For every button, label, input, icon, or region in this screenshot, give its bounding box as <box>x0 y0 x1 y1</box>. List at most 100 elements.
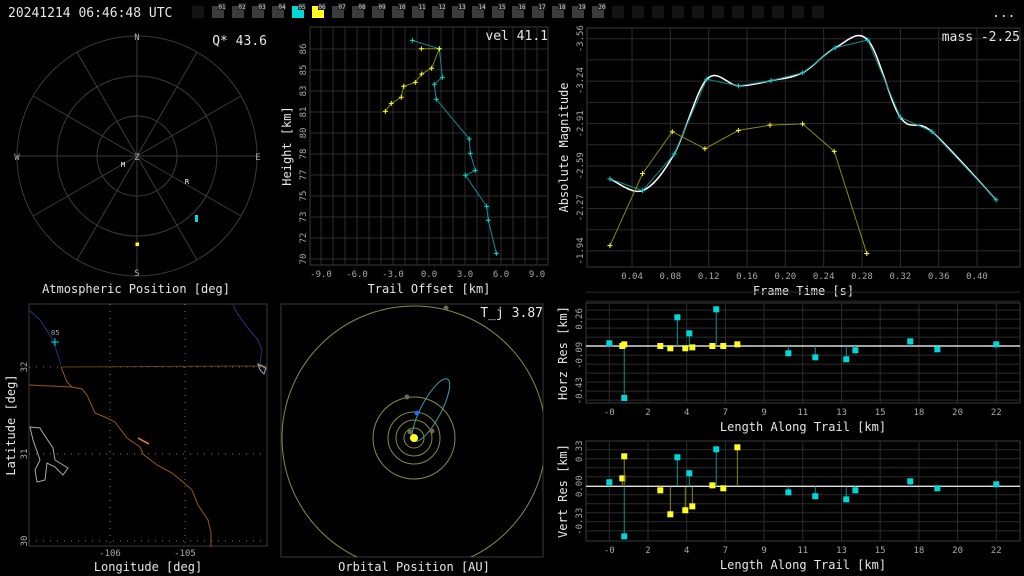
station-toggle-empty[interactable] <box>672 6 684 18</box>
station-label-bg <box>598 3 606 10</box>
yellow-data-point <box>418 46 424 52</box>
lon-tick: -105 <box>174 549 196 559</box>
polar-spoke <box>76 51 138 157</box>
lat-tick: 32 <box>20 362 30 373</box>
y-tick-label: -0.33 <box>575 508 585 535</box>
yellow-data-point <box>401 83 407 89</box>
x-tick-label: 2 <box>645 546 650 556</box>
station-toggle-empty[interactable] <box>652 6 664 18</box>
q-star-readout: Q* 43.6 <box>212 34 267 49</box>
sun <box>410 434 418 442</box>
y-tick-label: 81 <box>299 107 309 118</box>
cyan-data-point <box>735 83 741 89</box>
station-label-bg <box>298 3 306 10</box>
cyan-data-point <box>865 37 871 43</box>
yellow-residual-point <box>682 345 689 352</box>
yellow-data-point <box>831 148 837 154</box>
cyan-data-point <box>832 45 838 51</box>
y-tick-label: 78 <box>299 149 309 160</box>
polar-spoke <box>136 155 198 261</box>
x-tick-label: 0.28 <box>851 272 873 282</box>
yellow-residual-point <box>734 444 741 451</box>
station-toggle-empty[interactable] <box>712 6 724 18</box>
y-tick-label: 70 <box>299 254 309 265</box>
cyan-residual-point <box>843 496 850 503</box>
orbit-venus <box>395 419 433 457</box>
state-border <box>60 365 268 368</box>
yellow-residual-point <box>682 507 689 514</box>
x-tick-label: 9.0 <box>529 270 545 280</box>
station-label: 13 <box>458 4 466 11</box>
yellow-residual-point <box>667 345 674 352</box>
cyan-data-point <box>800 70 806 76</box>
x-axis-label: Trail Offset [km] <box>368 282 491 296</box>
ground-map-panel: 05 -106 -105 32 31 30 Longitude [deg] La… <box>4 303 268 574</box>
horizontal-residual-chart: -0 2 4 7 9 11 13 15 18 20 22 0.26 -0.09 -0.43 Length A… <box>556 291 1021 434</box>
yellow-residual-point <box>734 341 741 348</box>
station-label: 03 <box>258 4 266 11</box>
map-ylabel: Latitude [deg] <box>4 374 18 475</box>
station-label-bg <box>418 3 426 10</box>
station-toggle-empty[interactable] <box>772 6 784 18</box>
y-tick-label: -0.43 <box>575 377 585 404</box>
station-label-bg <box>538 3 546 10</box>
station-toggle-empty[interactable] <box>192 6 204 18</box>
station-label: 04 <box>278 4 286 11</box>
yellow-residual-point <box>720 343 727 349</box>
station-toggle-empty[interactable] <box>612 6 624 18</box>
yellow-residual-point <box>709 482 716 489</box>
x-tick-label: 0.40 <box>966 272 988 282</box>
planet-mercury <box>407 429 413 435</box>
cyan-residual-point <box>852 487 859 494</box>
cyan-residual-point <box>686 470 693 477</box>
planet-venus <box>429 428 435 434</box>
y-tick-label: -3.24 <box>576 67 586 94</box>
station-label-bg <box>258 3 266 10</box>
y-tick-label: 0.33 <box>575 440 585 462</box>
station-toggle-empty[interactable] <box>732 6 744 18</box>
station-toggle-empty[interactable] <box>632 6 644 18</box>
planet-mars <box>404 394 410 400</box>
station-toggle-empty[interactable] <box>792 6 804 18</box>
y-axis-label: Horz Res [km] <box>556 306 570 400</box>
station-label: 16 <box>518 4 526 11</box>
yellow-data-point <box>388 100 394 106</box>
y-tick-label: -2.59 <box>576 152 586 179</box>
polar-spoke <box>32 95 138 157</box>
cyan-residual-point <box>785 489 792 496</box>
y-tick-label: 0.26 <box>575 308 585 330</box>
yellow-data-point <box>436 46 442 52</box>
x-tick-label: 20 <box>952 546 963 556</box>
yellow-data-point <box>382 108 388 114</box>
cyan-data-point <box>993 197 999 203</box>
x-axis-label: Length Along Trail [km] <box>720 558 886 572</box>
polar-spoke <box>136 51 198 157</box>
yellow-data-point <box>607 243 613 249</box>
x-tick-label: 9 <box>761 408 766 418</box>
x-tick-label: 7 <box>723 408 728 418</box>
x-tick-label: 2 <box>645 408 650 418</box>
station-toggle-empty[interactable] <box>752 6 764 18</box>
y-tick-label: -3.56 <box>576 25 586 52</box>
x-tick-label: 0.04 <box>621 272 643 282</box>
yellow-residual-point <box>667 511 674 518</box>
y-tick-label: -1.94 <box>576 237 586 264</box>
polar-spoke <box>32 155 138 217</box>
station-toggle-empty[interactable] <box>812 6 824 18</box>
x-tick-label: 22 <box>991 546 1002 556</box>
magnitude-chart: 0.04 0.08 0.12 0.16 0.20 0.24 0.28 0.32 0.36 0.40… <box>557 25 1021 298</box>
y-tick-label: -2.91 <box>576 110 586 137</box>
yellow-residual-point <box>689 344 696 351</box>
y-tick-label: -0.09 <box>575 342 585 369</box>
cyan-residual-point <box>621 395 628 401</box>
x-tick-label: 13 <box>836 408 847 418</box>
terrain-outline <box>29 426 69 483</box>
yellow-residual-point <box>657 343 664 349</box>
station-toggle-empty[interactable] <box>692 6 704 18</box>
station-label-bg <box>578 3 586 10</box>
x-tick-label: 18 <box>913 408 924 418</box>
cyan-residual-point <box>621 533 628 540</box>
yellow-residual-point <box>720 485 727 492</box>
menu-button[interactable]: ... <box>992 6 1015 21</box>
